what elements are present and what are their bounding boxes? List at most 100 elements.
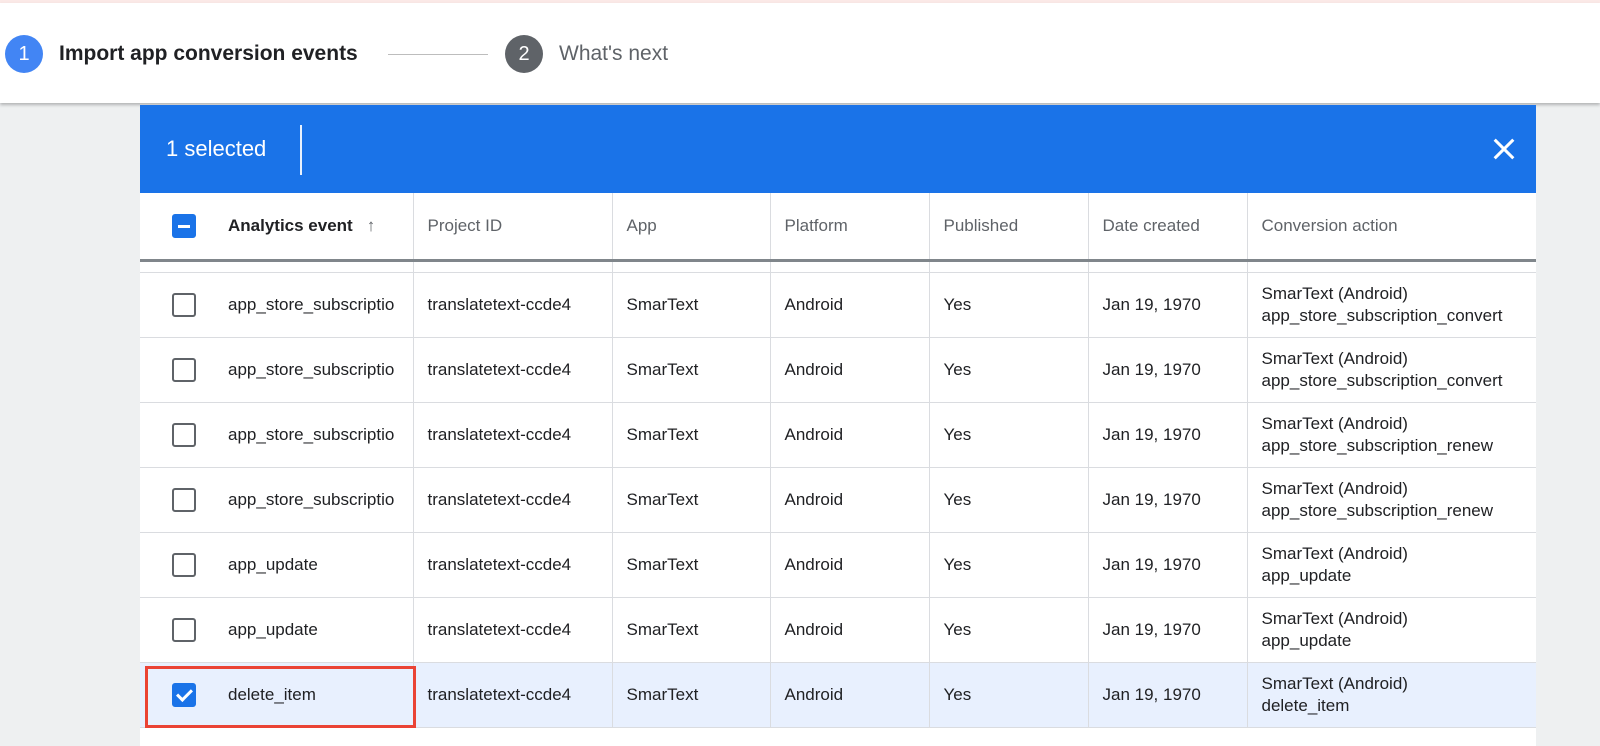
selected-count: 1 selected [166, 136, 267, 161]
date-created-cell: Jan 19, 1970 [1088, 532, 1248, 598]
conversion-action-cell: SmarText (Android) app_store_subscription… [1247, 402, 1536, 468]
conversion-action-app: SmarText (Android) [1261, 543, 1408, 563]
published-cell: Yes [929, 467, 1089, 533]
conversion-action-app: SmarText (Android) [1261, 348, 1408, 368]
conversion-action-event: app_update [1261, 565, 1352, 585]
column-header-app[interactable]: App [612, 193, 771, 262]
app-cell: SmarText [612, 402, 771, 468]
project-id-cell: translatetext-ccde4 [413, 272, 613, 338]
row-checkbox[interactable] [172, 292, 196, 317]
conversion-action-app: SmarText (Android) [1261, 413, 1408, 433]
column-header-date-created[interactable]: Date created [1088, 193, 1248, 262]
table-row[interactable]: app_store_subscriptio translatetext-ccde… [140, 402, 1536, 468]
conversion-action-app: SmarText (Android) [1261, 478, 1408, 498]
published-cell: Yes [929, 337, 1089, 403]
column-header-published[interactable]: Published [929, 193, 1089, 262]
spacer-row [140, 260, 1536, 273]
step-2[interactable]: 2 What's next [505, 35, 668, 73]
row-checkbox[interactable] [172, 552, 196, 577]
step-label: Import app conversion events [59, 42, 358, 65]
step-label: What's next [559, 42, 669, 65]
date-created-cell: Jan 19, 1970 [1088, 662, 1248, 728]
date-created-cell: Jan 19, 1970 [1088, 597, 1248, 663]
row-checkbox[interactable] [172, 487, 196, 512]
analytics-event-cell: app_store_subscriptio [140, 467, 414, 533]
date-created-cell: Jan 19, 1970 [1088, 467, 1248, 533]
column-header-analytics-event[interactable]: Analytics event ↑ [140, 193, 414, 262]
published-cell: Yes [929, 532, 1089, 598]
table-header-row: Analytics event ↑ Project ID App Platform… [140, 193, 1536, 262]
platform-cell: Android [770, 402, 930, 468]
conversion-action-event: delete_item [1261, 695, 1350, 715]
conversion-action-event: app_store_subscription_convert [1261, 305, 1503, 325]
table-row[interactable]: app_update translatetext-ccde4 SmarText … [140, 532, 1536, 598]
app-cell: SmarText [612, 532, 771, 598]
conversion-action-event: app_update [1261, 630, 1352, 650]
analytics-event-cell: app_update [140, 597, 414, 663]
analytics-event-cell: app_update [140, 532, 414, 598]
published-cell: Yes [929, 662, 1089, 728]
project-id-cell: translatetext-ccde4 [413, 532, 613, 598]
platform-cell: Android [770, 532, 930, 598]
project-id-cell: translatetext-ccde4 [413, 597, 613, 663]
row-checkbox[interactable] [172, 617, 196, 642]
app-cell: SmarText [612, 467, 771, 533]
conversion-action-app: SmarText (Android) [1261, 608, 1408, 628]
date-created-cell: Jan 19, 1970 [1088, 402, 1248, 468]
conversion-action-app: SmarText (Android) [1261, 283, 1408, 303]
stepper-header: 1 Import app conversion events 2 What's … [0, 3, 1600, 103]
event-name: app_update [228, 619, 318, 639]
table-row[interactable]: delete_item translatetext-ccde4 SmarText… [140, 662, 1536, 728]
conversion-action-app: SmarText (Android) [1261, 673, 1408, 693]
events-table: Analytics event ↑ Project ID App Platform… [140, 193, 1536, 728]
divider [300, 125, 302, 175]
app-cell: SmarText [612, 662, 771, 728]
analytics-event-cell: app_store_subscriptio [140, 337, 414, 403]
select-all-checkbox[interactable] [172, 213, 196, 238]
project-id-cell: translatetext-ccde4 [413, 467, 613, 533]
column-header-project-id[interactable]: Project ID [413, 193, 613, 262]
table-row[interactable]: app_store_subscriptio translatetext-ccde… [140, 272, 1536, 338]
platform-cell: Android [770, 272, 930, 338]
table-row[interactable]: app_store_subscriptio translatetext-ccde… [140, 337, 1536, 403]
published-cell: Yes [929, 402, 1089, 468]
column-label: Analytics event [228, 215, 353, 235]
step-connector [388, 54, 488, 55]
app-cell: SmarText [612, 272, 771, 338]
analytics-event-cell: app_store_subscriptio [140, 402, 414, 468]
close-icon[interactable] [1490, 135, 1518, 163]
event-name: delete_item [228, 684, 316, 704]
row-checkbox[interactable] [172, 682, 196, 707]
app-cell: SmarText [612, 337, 771, 403]
conversion-action-cell: SmarText (Android) delete_item [1247, 662, 1536, 728]
conversion-action-cell: SmarText (Android) app_update [1247, 597, 1536, 663]
date-created-cell: Jan 19, 1970 [1088, 337, 1248, 403]
event-name: app_update [228, 554, 318, 574]
platform-cell: Android [770, 597, 930, 663]
step-1[interactable]: 1 Import app conversion events [5, 35, 358, 73]
step-number: 2 [505, 35, 543, 73]
selection-bar: 1 selected [140, 105, 1536, 193]
row-checkbox[interactable] [172, 422, 196, 447]
row-checkbox[interactable] [172, 357, 196, 382]
event-name: app_store_subscriptio [228, 294, 395, 314]
platform-cell: Android [770, 662, 930, 728]
conversion-action-cell: SmarText (Android) app_update [1247, 532, 1536, 598]
events-table-card: 1 selected Analytics event ↑ Project ID A… [140, 105, 1536, 746]
analytics-event-cell: delete_item [140, 662, 414, 728]
step-number: 1 [5, 35, 43, 73]
conversion-action-event: app_store_subscription_renew [1261, 500, 1494, 520]
table-row[interactable]: app_update translatetext-ccde4 SmarText … [140, 597, 1536, 663]
column-header-platform[interactable]: Platform [770, 193, 930, 262]
published-cell: Yes [929, 597, 1089, 663]
project-id-cell: translatetext-ccde4 [413, 337, 613, 403]
table-row[interactable]: app_store_subscriptio translatetext-ccde… [140, 467, 1536, 533]
event-name: app_store_subscriptio [228, 359, 395, 379]
project-id-cell: translatetext-ccde4 [413, 662, 613, 728]
app-cell: SmarText [612, 597, 771, 663]
column-header-conversion-action[interactable]: Conversion action [1247, 193, 1536, 262]
platform-cell: Android [770, 467, 930, 533]
published-cell: Yes [929, 272, 1089, 338]
arrow-up-icon[interactable]: ↑ [366, 215, 376, 235]
date-created-cell: Jan 19, 1970 [1088, 272, 1248, 338]
